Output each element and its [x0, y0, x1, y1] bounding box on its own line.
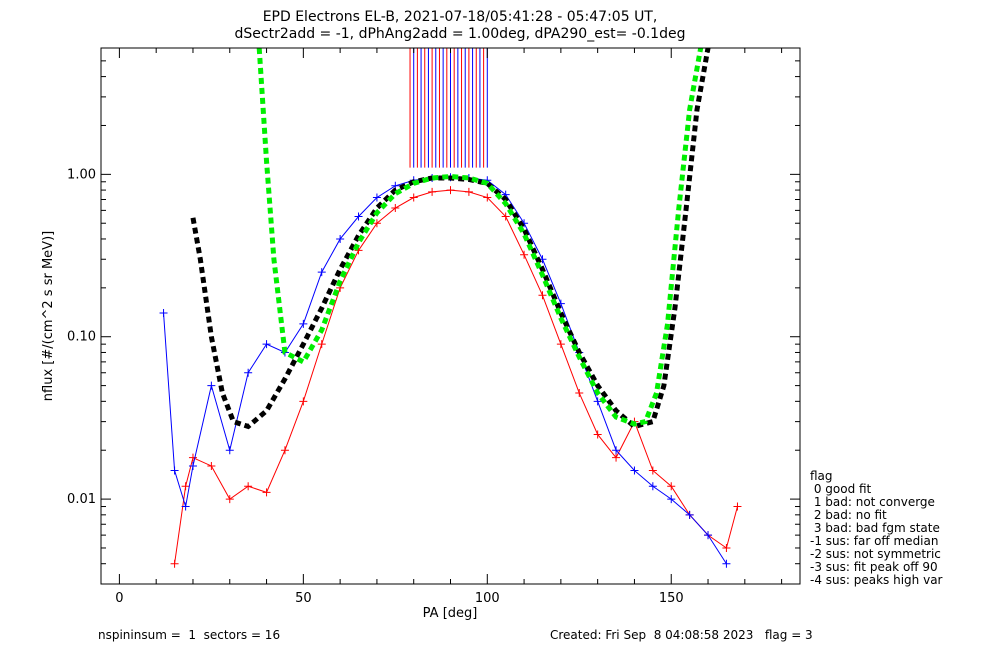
- data-point: [722, 543, 731, 552]
- data-point: [225, 446, 234, 455]
- data-point: [556, 340, 565, 349]
- data-point: [612, 446, 621, 455]
- data-point: [483, 193, 492, 202]
- data-point: [280, 446, 289, 455]
- axis-layer: 0 50 100 150 0.01 0.10 1.00: [67, 47, 800, 606]
- legend-item: 3 bad: bad fgm state: [810, 521, 940, 535]
- chart-title: EPD Electrons EL-B, 2021-07-18/05:41:28 …: [263, 9, 658, 25]
- y-tick-label: 0.01: [67, 492, 96, 507]
- legend-item: -3 sus: fit peak off 90: [810, 560, 938, 574]
- data-point: [593, 397, 602, 406]
- data-point: [648, 466, 657, 475]
- legend-item: -1 sus: far off median: [810, 534, 939, 548]
- data-point: [667, 495, 676, 504]
- data-point: [188, 461, 197, 470]
- data-point: [188, 453, 197, 462]
- data-point: [612, 453, 621, 462]
- data-line: [174, 189, 738, 564]
- data-point: [170, 559, 179, 568]
- data-point: [244, 368, 253, 377]
- data-point: [722, 559, 731, 568]
- data-point: [446, 186, 455, 195]
- data-point: [409, 193, 418, 202]
- y-axis-label: nflux [#/(cm^2 s sr MeV)]: [41, 231, 56, 401]
- data-point: [704, 531, 713, 540]
- data-point: [181, 502, 190, 511]
- y-tick-label: 0.10: [67, 330, 96, 345]
- data-point: [428, 187, 437, 196]
- data-point: [262, 340, 271, 349]
- legend-item: 2 bad: no fit: [810, 508, 887, 522]
- data-point: [299, 397, 308, 406]
- data-point: [630, 466, 639, 475]
- data-point: [207, 381, 216, 390]
- data-point: [336, 234, 345, 243]
- data-point: [299, 319, 308, 328]
- y-tick-label: 1.00: [67, 167, 96, 182]
- data-point: [593, 430, 602, 439]
- data-point: [372, 219, 381, 228]
- data-point: [207, 461, 216, 470]
- data-point: [391, 204, 400, 213]
- data-point: [317, 340, 326, 349]
- footer-right: Created: Fri Sep 8 04:08:58 2023 flag = …: [550, 628, 813, 642]
- data-layer: [159, 47, 742, 568]
- data-point: [225, 495, 234, 504]
- data-point: [159, 308, 168, 317]
- data-point: [244, 482, 253, 491]
- data-point: [575, 389, 584, 398]
- data-point: [372, 193, 381, 202]
- legend-item: -4 sus: peaks high var: [810, 573, 943, 587]
- model-curve: [256, 47, 704, 427]
- x-axis-label: PA [deg]: [423, 606, 478, 621]
- footer-left: nspininsum = 1 sectors = 16: [98, 628, 281, 642]
- data-point: [685, 510, 694, 519]
- model-curve: [190, 47, 711, 430]
- data-point: [667, 482, 676, 491]
- data-point: [170, 466, 179, 475]
- x-tick-label: 150: [659, 591, 684, 606]
- data-point: [538, 291, 547, 300]
- data-point: [354, 212, 363, 221]
- data-point: [501, 212, 510, 221]
- legend-item: -2 sus: not symmetric: [810, 547, 941, 561]
- x-tick-label: 50: [295, 591, 312, 606]
- chart-subtitle: dSectr2add = -1, dPhAng2add = 1.00deg, d…: [235, 26, 686, 42]
- data-point: [733, 502, 742, 511]
- legend-title: flag: [810, 469, 833, 483]
- data-point: [317, 268, 326, 277]
- data-point: [464, 187, 473, 196]
- data-point: [648, 482, 657, 491]
- legend-item: 1 bad: not converge: [810, 495, 935, 509]
- data-point: [262, 488, 271, 497]
- x-tick-label: 100: [475, 591, 500, 606]
- legend-item: 0 good fit: [810, 482, 872, 496]
- data-point: [181, 482, 190, 491]
- data-point: [520, 250, 529, 259]
- x-tick-label: 0: [115, 591, 123, 606]
